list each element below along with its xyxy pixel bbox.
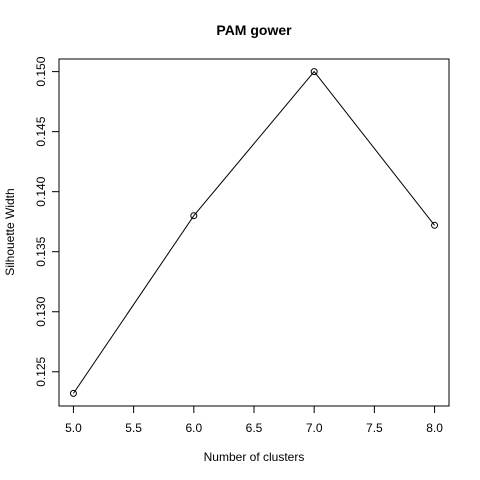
y-tick-label: 0.150 [34, 56, 48, 86]
x-axis-ticks: 5.0 5.5 6.0 6.5 7.0 7.5 8.0 [65, 406, 443, 435]
data-point [431, 221, 439, 229]
x-tick-label: 8.0 [426, 421, 443, 435]
data-point [69, 389, 77, 397]
data-points [69, 68, 439, 397]
y-tick-label: 0.135 [34, 236, 48, 266]
x-tick-label: 6.0 [185, 421, 202, 435]
y-axis-label: Silhouette Width [3, 188, 17, 275]
x-tick-label: 7.0 [306, 421, 323, 435]
y-tick-label: 0.140 [34, 176, 48, 206]
x-axis-label: Number of clusters [204, 450, 305, 464]
x-tick-label: 5.5 [125, 421, 142, 435]
chart-title: PAM gower [216, 22, 292, 38]
series-line [73, 70, 435, 394]
x-tick-label: 5.0 [65, 421, 82, 435]
y-tick-label: 0.145 [34, 116, 48, 146]
y-axis-ticks: 0.125 0.130 0.135 0.140 0.145 0.150 [34, 56, 59, 387]
y-tick-label: 0.130 [34, 296, 48, 326]
x-tick-label: 6.5 [246, 421, 263, 435]
x-tick-label: 7.5 [366, 421, 383, 435]
data-point [190, 212, 198, 220]
y-tick-label: 0.125 [34, 356, 48, 386]
plot-frame [58, 58, 450, 407]
data-point [310, 68, 318, 76]
